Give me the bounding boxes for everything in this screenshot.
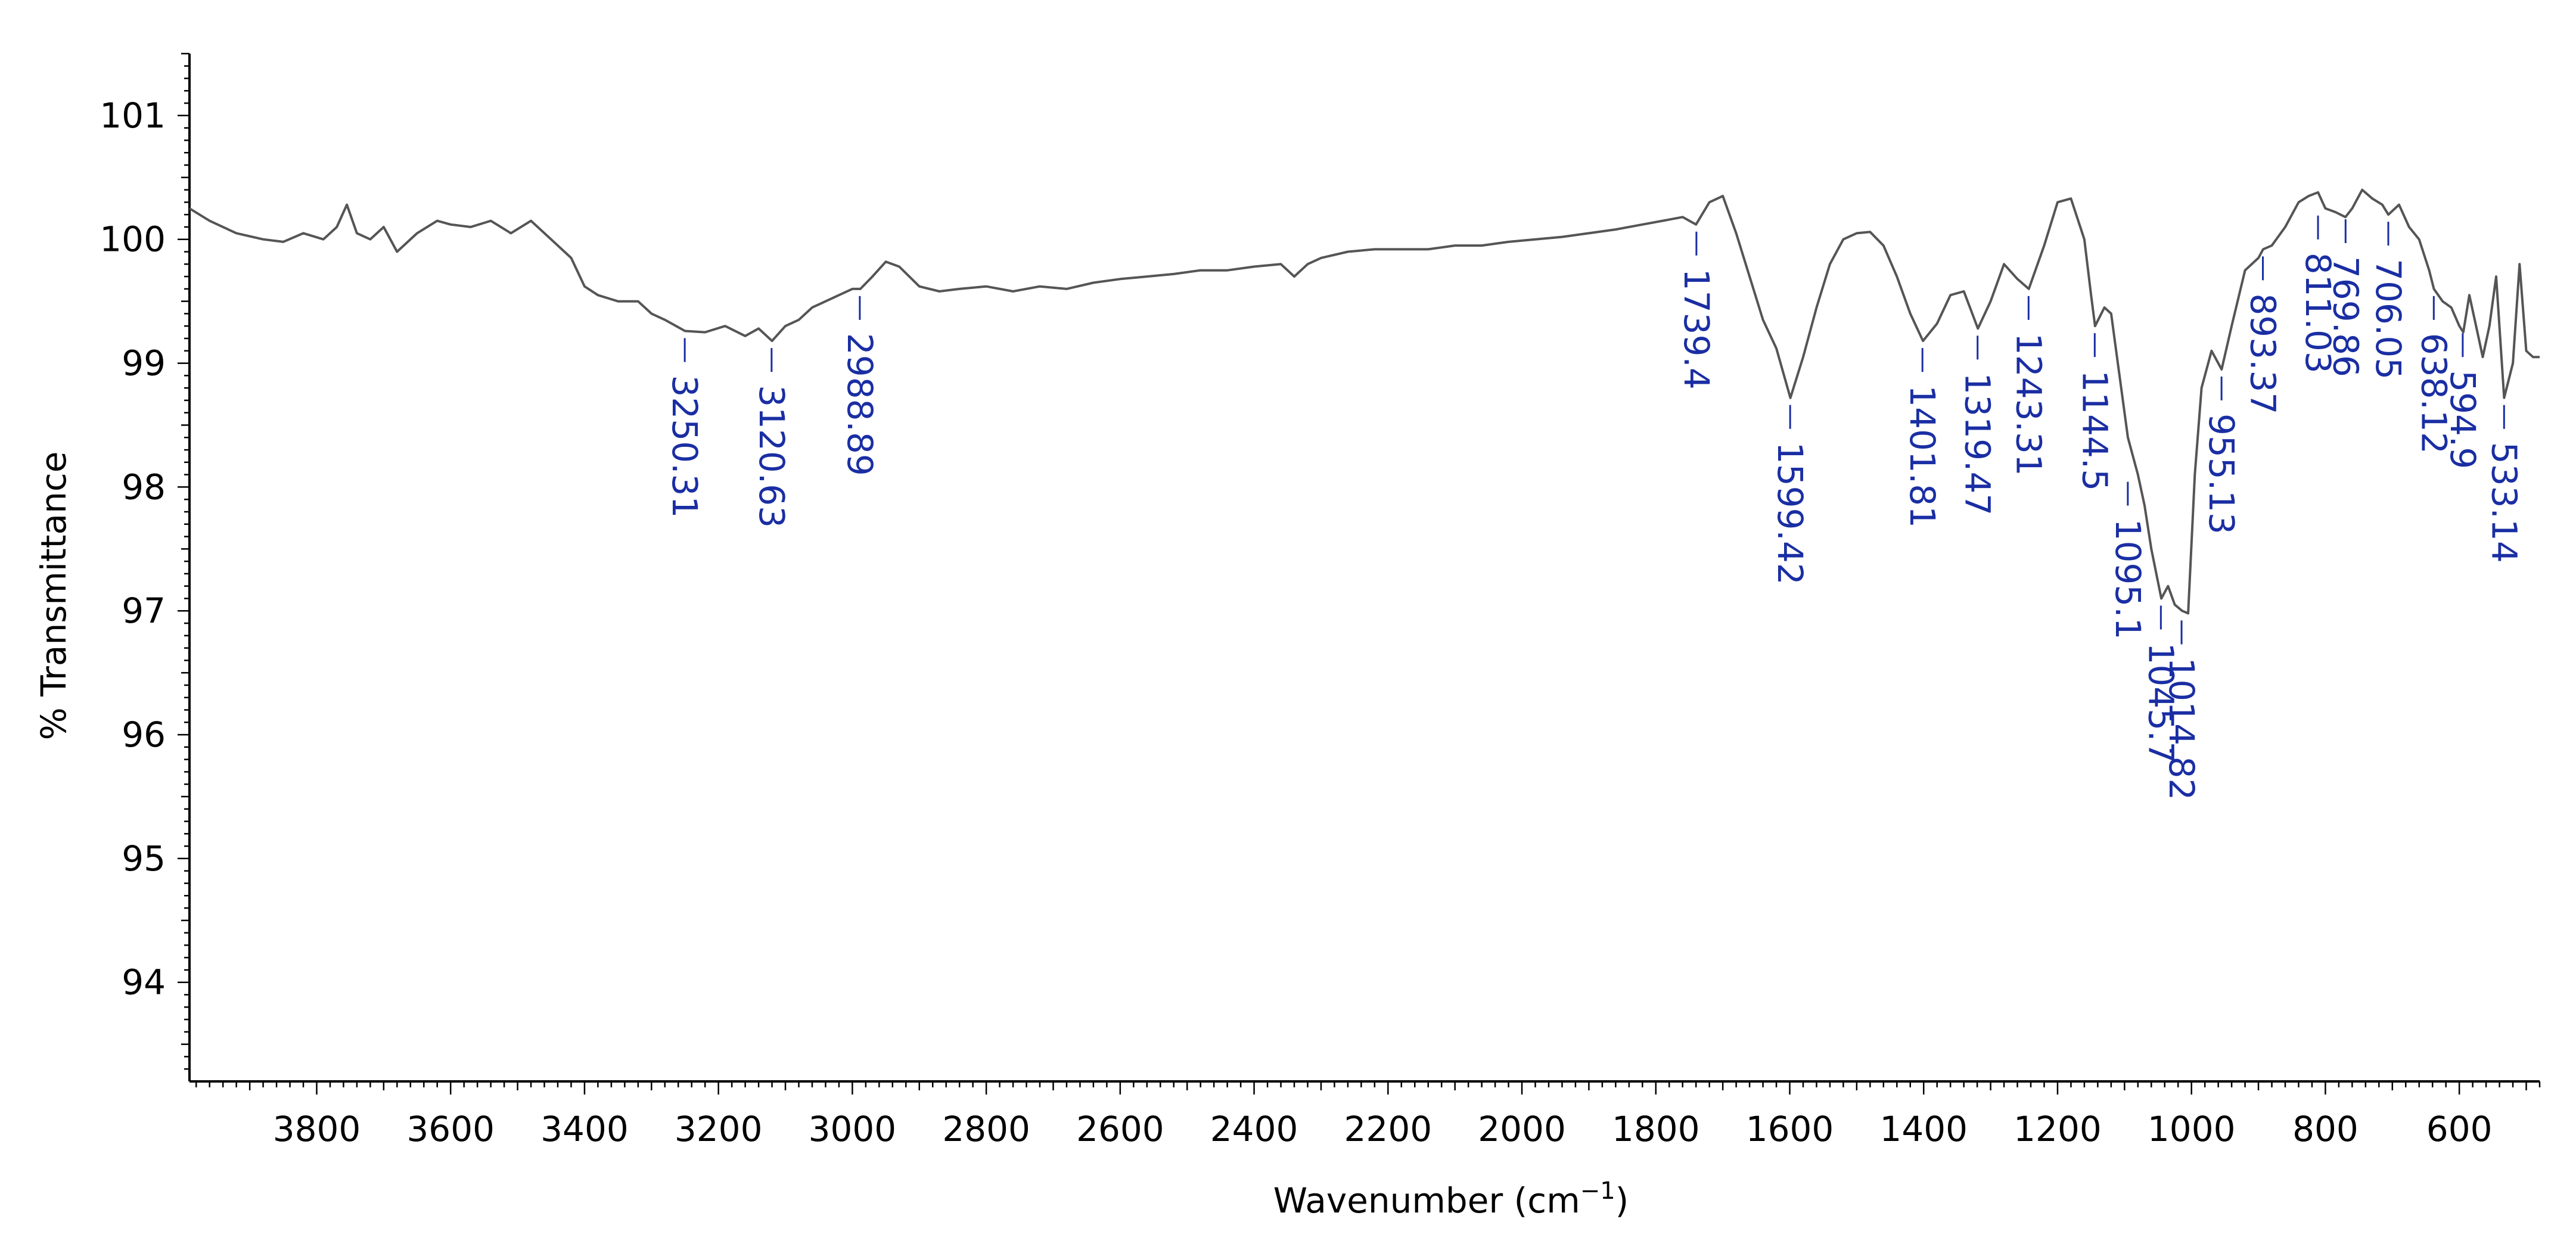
peak-annotation: 1599.42 (1770, 405, 1810, 585)
y-tick-label: 96 (122, 714, 166, 755)
peak-annotation: 1095.1 (2108, 481, 2148, 640)
x-axis: 3800 3600 3400 3200 3000 2800 2600 2400 2200 2000… (189, 1080, 2541, 1149)
x-tick-label: 2600 (1076, 1109, 1164, 1149)
x-tick-label: 3400 (540, 1109, 629, 1149)
x-tick-label: 1000 (2148, 1109, 2236, 1149)
peak-label: 1144.5 (2074, 370, 2115, 491)
peak-annotation: 638.12 (2413, 296, 2454, 454)
peak-annotation: 1045.7 (2140, 605, 2181, 763)
x-tick-label: 3200 (675, 1109, 763, 1149)
x-tick-label: 800 (2292, 1109, 2359, 1149)
peak-annotation: 893.37 (2243, 256, 2283, 414)
peak-annotation: 594.9 (2443, 333, 2483, 469)
peak-annotation: 533.14 (2484, 405, 2524, 563)
peak-label: 3250.31 (664, 375, 705, 518)
peak-label: 1045.7 (2140, 643, 2181, 764)
peak-label: 1243.31 (2008, 333, 2049, 476)
peak-annotation: 1401.81 (1902, 348, 1943, 528)
y-tick-label: 95 (122, 838, 166, 879)
peak-annotation: 1319.47 (1957, 335, 1998, 515)
x-tick-label: 2400 (1210, 1109, 1298, 1149)
peak-label: 594.9 (2443, 370, 2483, 469)
peak-label: 1319.47 (1957, 372, 1998, 515)
peak-annotation: 2988.89 (840, 296, 880, 476)
peak-label: 706.05 (2368, 259, 2409, 380)
x-axis-title: Wavenumber (cm−1) (1273, 1177, 1629, 1221)
peak-label: 893.37 (2243, 293, 2283, 414)
peak-annotation: 1243.31 (2008, 296, 2049, 476)
y-tick-label: 101 (100, 95, 166, 136)
x-tick-label: 1200 (2013, 1109, 2102, 1149)
y-axis-title: % Transmittance (33, 452, 74, 741)
peak-label: 1401.81 (1902, 385, 1943, 528)
x-tick-label: 1600 (1746, 1109, 1834, 1149)
x-tick-label: 3600 (406, 1109, 495, 1149)
peak-label: 1599.42 (1770, 442, 1810, 585)
peak-label: 769.86 (2325, 256, 2366, 377)
x-tick-label: 2000 (1478, 1109, 1566, 1149)
peak-label: 2988.89 (840, 333, 880, 476)
y-tick-label: 94 (122, 962, 166, 1003)
x-tick-label: 2200 (1344, 1109, 1433, 1149)
peak-label: 3120.63 (751, 385, 792, 528)
peak-annotation: 3120.63 (751, 348, 792, 528)
y-tick-label: 99 (122, 343, 166, 384)
y-axis: 94 95 96 97 98 99 100 101 (100, 52, 191, 1081)
peak-label: 955.13 (2201, 413, 2242, 534)
x-tick-label: 2800 (942, 1109, 1030, 1149)
peak-annotation: 1144.5 (2074, 333, 2115, 491)
peak-annotation: 1739.4 (1676, 231, 1717, 390)
x-axis-title-main: Wavenumber (cm (1273, 1180, 1580, 1221)
y-tick-label: 98 (122, 467, 166, 507)
y-tick-label: 100 (100, 219, 166, 260)
peak-label: 533.14 (2484, 442, 2524, 563)
x-tick-label: 1800 (1612, 1109, 1700, 1149)
peak-annotation: 769.86 (2325, 219, 2366, 377)
spectrum-line (188, 188, 2540, 615)
peak-annotation: 955.13 (2201, 376, 2242, 534)
x-tick-label: 600 (2426, 1109, 2493, 1149)
peak-labels: 3250.31 3120.63 2988.89 1739.4 1599.42 1401.8… (664, 215, 2524, 800)
peak-label: 811.03 (2298, 253, 2338, 374)
peak-label: 1014.82 (2161, 657, 2202, 800)
peak-label: 638.12 (2413, 333, 2454, 454)
x-tick-label: 3000 (809, 1109, 897, 1149)
x-axis-title-close: ) (1615, 1180, 1629, 1221)
peak-label: 1095.1 (2108, 519, 2148, 640)
x-axis-title-exponent: −1 (1580, 1177, 1615, 1205)
peak-annotation: 1014.82 (2161, 620, 2202, 800)
spectrum-series (188, 188, 2540, 615)
x-tick-label: 1400 (1879, 1109, 1968, 1149)
peak-annotation: 706.05 (2368, 222, 2409, 380)
peak-annotation: 811.03 (2298, 215, 2338, 374)
peak-annotation: 3250.31 (664, 338, 705, 518)
peak-label: 1739.4 (1676, 269, 1717, 390)
y-tick-label: 97 (122, 590, 166, 631)
x-tick-label: 3800 (273, 1109, 361, 1149)
